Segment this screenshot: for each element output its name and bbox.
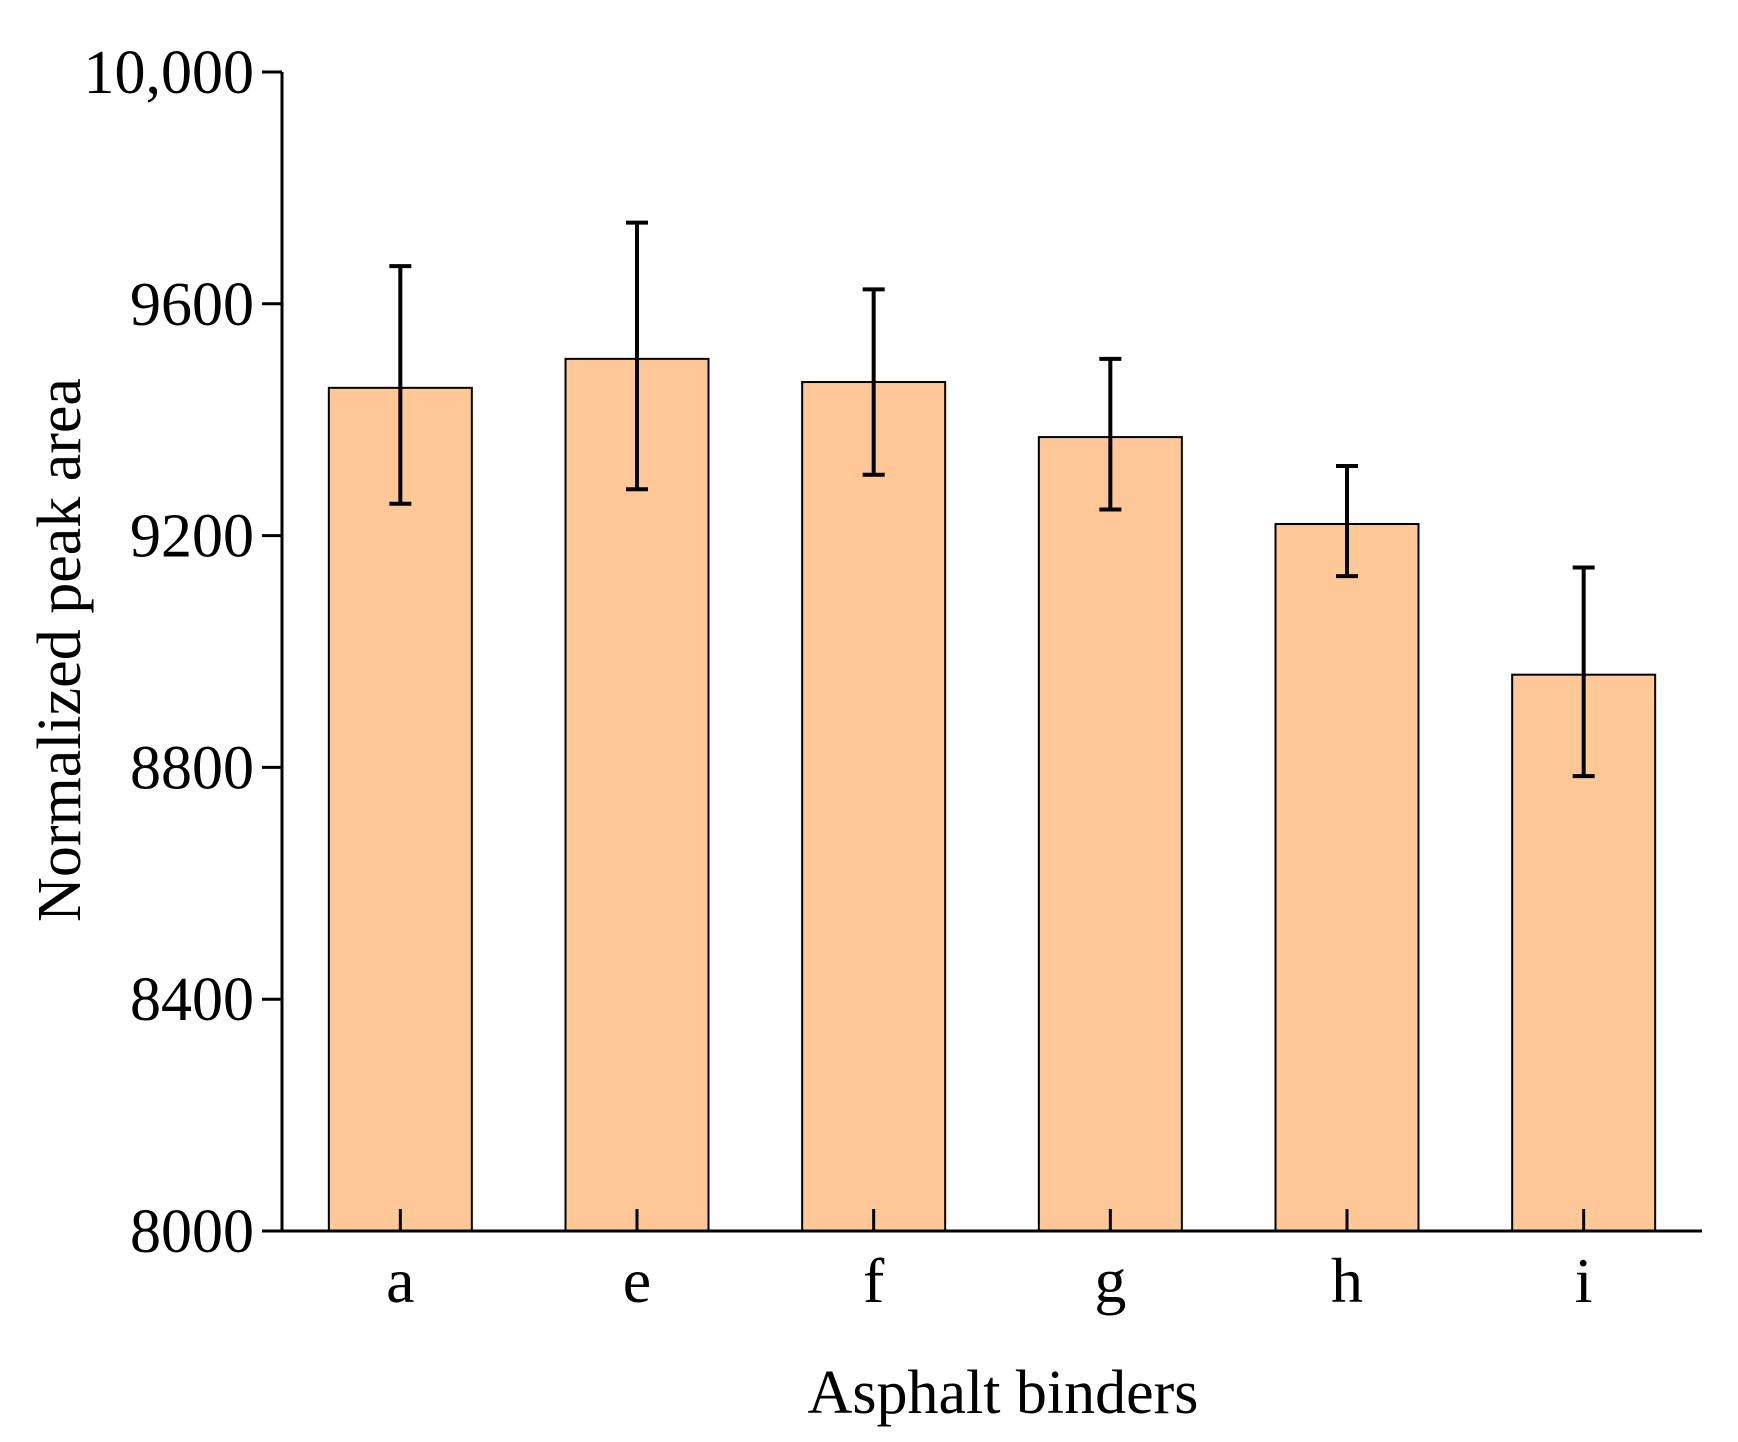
x-tick-label-a: a — [386, 1245, 414, 1316]
x-axis-title: Asphalt binders — [808, 1359, 1199, 1427]
y-tick-label-9600: 9600 — [130, 271, 254, 339]
y-tick-label-8400: 8400 — [130, 966, 254, 1034]
x-tick-label-h: h — [1331, 1245, 1363, 1316]
x-tick-label-i: i — [1575, 1245, 1593, 1316]
axes-layer — [262, 70, 1702, 1233]
bar-f — [801, 381, 947, 1233]
bar-e — [564, 357, 710, 1233]
error-bars-layer — [389, 220, 1595, 779]
y-tick-label-9200: 9200 — [130, 503, 254, 571]
bar-h — [1274, 523, 1420, 1232]
y-tick-label-10000: 10,000 — [84, 39, 255, 107]
bar-a — [327, 386, 473, 1232]
bars-layer — [327, 357, 1657, 1233]
x-tick-label-f: f — [863, 1245, 885, 1316]
y-tick-label-8000: 8000 — [130, 1198, 254, 1266]
bar-g — [1037, 436, 1183, 1232]
y-tick-label-8800: 8800 — [130, 734, 254, 802]
x-tick-label-g: g — [1094, 1245, 1126, 1316]
y-axis-title: Normalized peak area — [26, 378, 94, 922]
labels-layer: a e f g h i 8000 8400 8800 9200 9600 10,000 — [84, 39, 1593, 1316]
x-tick-label-e: e — [623, 1245, 651, 1316]
